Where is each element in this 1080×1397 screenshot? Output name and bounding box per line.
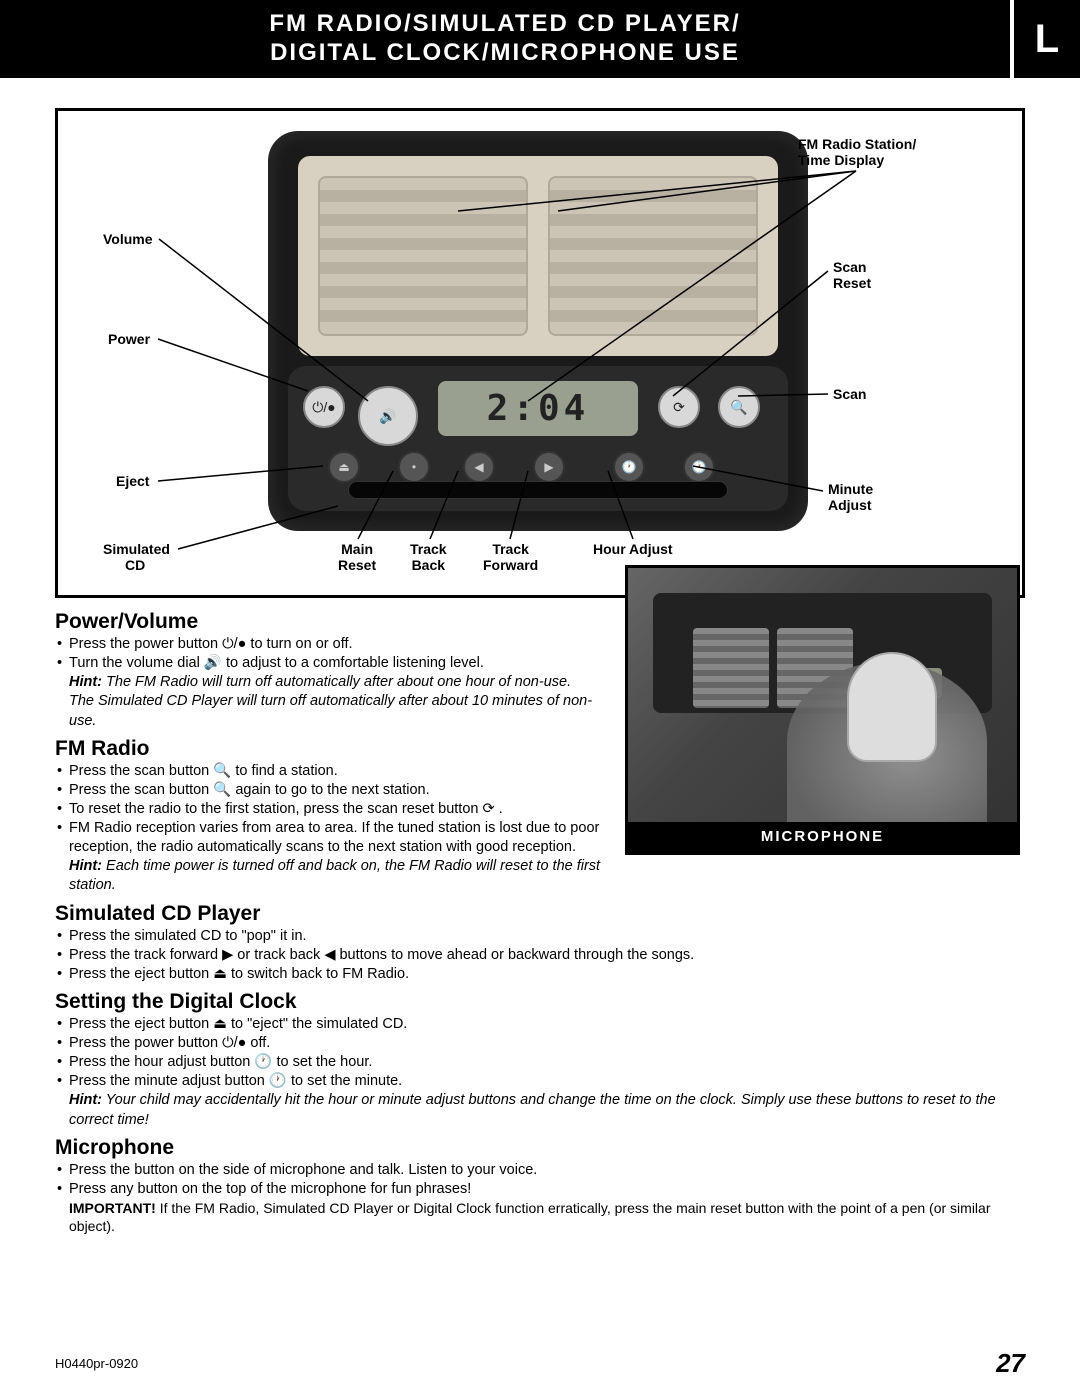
track-forward-button: ▶ <box>533 451 565 483</box>
page-footer: H0440pr-0920 27 <box>55 1348 1025 1379</box>
doc-id: H0440pr-0920 <box>55 1356 138 1371</box>
callout-scan-reset: Scan Reset <box>833 259 871 291</box>
title-line-2: DIGITAL CLOCK/MICROPHONE USE <box>270 39 740 66</box>
callout-main-reset: Main Reset <box>338 541 376 573</box>
header-title: FM RADIO/SIMULATED CD PLAYER/ DIGITAL CL… <box>0 0 1010 78</box>
heading-clock: Setting the Digital Clock <box>55 990 1025 1014</box>
list-item: Press the eject button ⏏ to "eject" the … <box>55 1015 1025 1034</box>
page-header: FM RADIO/SIMULATED CD PLAYER/ DIGITAL CL… <box>0 0 1080 78</box>
callout-hour-adjust: Hour Adjust <box>593 541 673 557</box>
callout-track-forward: Track Forward <box>483 541 538 573</box>
power-button: ⏻/● <box>303 386 345 428</box>
list-item: Press any button on the top of the micro… <box>55 1180 1025 1199</box>
volume-dial: 🔊 <box>358 386 418 446</box>
section-letter: L <box>1010 0 1080 78</box>
list-item: Press the power button ⏻/● off. <box>55 1034 1025 1053</box>
list-microphone: Press the button on the side of micropho… <box>55 1161 1025 1199</box>
speaker-vents <box>298 156 778 356</box>
callout-scan: Scan <box>833 386 866 402</box>
mic-device <box>847 652 937 762</box>
hint-clock: Hint: Your child may accidentally hit th… <box>55 1091 1025 1129</box>
list-sim-cd: Press the simulated CD to "pop" it in. P… <box>55 927 1025 984</box>
list-clock: Press the eject button ⏏ to "eject" the … <box>55 1015 1025 1092</box>
minute-adjust-button: 🕐 <box>683 451 715 483</box>
list-fm-radio: Press the scan button 🔍 to find a statio… <box>55 762 615 858</box>
list-item: Press the track forward ▶ or track back … <box>55 946 1025 965</box>
lcd-display: 2:04 <box>438 381 638 436</box>
scan-reset-button: ⟳ <box>658 386 700 428</box>
list-item: Press the scan button 🔍 again to go to t… <box>55 781 615 800</box>
list-item: FM Radio reception varies from area to a… <box>55 819 615 857</box>
heading-sim-cd: Simulated CD Player <box>55 902 1025 926</box>
callout-eject: Eject <box>116 473 149 489</box>
important-note: IMPORTANT! If the FM Radio, Simulated CD… <box>55 1199 1025 1235</box>
list-item: Press the scan button 🔍 to find a statio… <box>55 762 615 781</box>
track-back-button: ◀ <box>463 451 495 483</box>
callout-simulated-cd: Simulated CD <box>103 541 170 573</box>
list-item: Press the eject button ⏏ to switch back … <box>55 965 1025 984</box>
microphone-caption: MICROPHONE <box>628 822 1017 852</box>
hint-fm-radio: Hint: Each time power is turned off and … <box>55 857 615 895</box>
hint-power-volume: Hint: The FM Radio will turn off automat… <box>55 673 615 730</box>
list-item: Press the minute adjust button 🕐 to set … <box>55 1072 1025 1091</box>
list-item: Press the button on the side of micropho… <box>55 1161 1025 1180</box>
list-item: Press the hour adjust button 🕐 to set th… <box>55 1053 1025 1072</box>
vent-left <box>318 176 528 336</box>
hour-adjust-button: 🕐 <box>613 451 645 483</box>
heading-microphone: Microphone <box>55 1136 1025 1160</box>
callout-track-back: Track Back <box>410 541 447 573</box>
title-line-1: FM RADIO/SIMULATED CD PLAYER/ <box>269 10 740 37</box>
microphone-inset: 101.1 FM MICROPHONE <box>625 565 1020 855</box>
microphone-image: 101.1 FM <box>628 568 1017 822</box>
eject-button: ⏏ <box>328 451 360 483</box>
main-reset-button: • <box>398 451 430 483</box>
page-number: 27 <box>996 1348 1025 1379</box>
vent-right <box>548 176 758 336</box>
callout-power: Power <box>108 331 150 347</box>
list-item: Press the simulated CD to "pop" it in. <box>55 927 1025 946</box>
list-item: To reset the radio to the first station,… <box>55 800 615 819</box>
radio-unit: ⏻/● 🔊 2:04 ⟳ 🔍 ⏏ • ◀ ▶ 🕐 🕐 <box>268 131 808 531</box>
radio-diagram: ⏻/● 🔊 2:04 ⟳ 🔍 ⏏ • ◀ ▶ 🕐 🕐 FM Radio Stat… <box>55 108 1025 598</box>
callout-minute-adjust: Minute Adjust <box>828 481 873 513</box>
scan-button: 🔍 <box>718 386 760 428</box>
callout-volume: Volume <box>103 231 153 247</box>
callout-fm-station: FM Radio Station/ Time Display <box>798 136 916 168</box>
cd-slot <box>348 481 728 499</box>
control-panel: ⏻/● 🔊 2:04 ⟳ 🔍 ⏏ • ◀ ▶ 🕐 🕐 <box>288 366 788 511</box>
